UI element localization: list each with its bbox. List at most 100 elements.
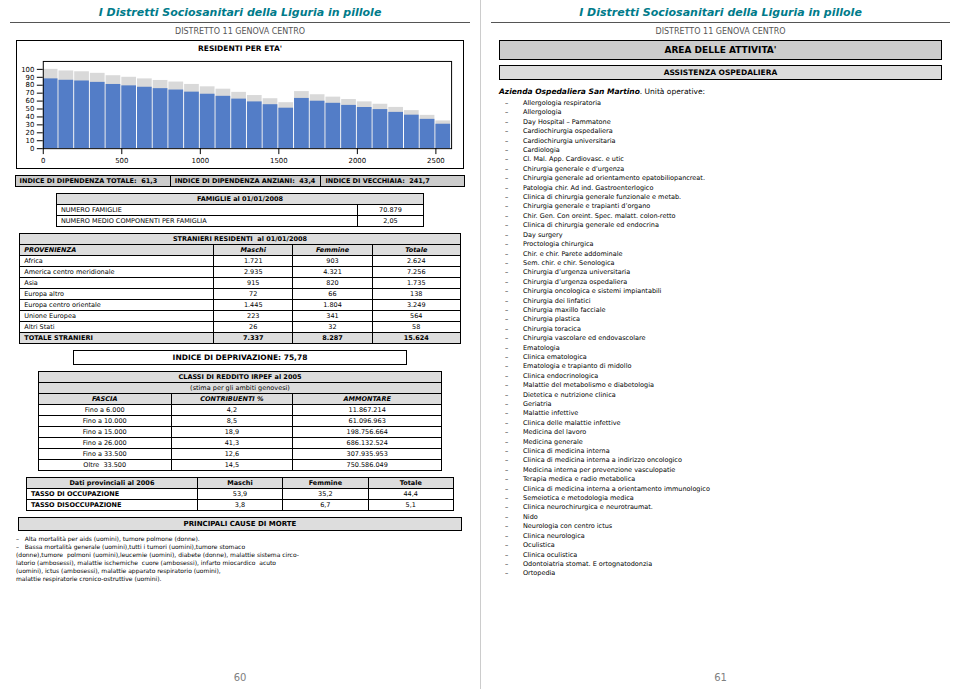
html-text:820: 820	[326, 279, 339, 287]
html-text:Clinica di medicina interna a: Clinica di medicina interna a orientamen…	[523, 484, 710, 493]
svg-text:90: 90	[26, 74, 35, 82]
html-text:Ortopedia: Ortopedia	[523, 569, 556, 578]
html-text:Clinica neurochirurgica e neur: Clinica neurochirurgica e neurotraumat.	[523, 503, 653, 512]
html-text:Totale: Totale	[405, 246, 428, 254]
html-text:1.735: 1.735	[406, 279, 426, 287]
html-text:NUMERO MEDIO COMPONENTI PER FA: NUMERO MEDIO COMPONENTI PER FAMIGLIA	[61, 217, 207, 225]
html-text:FAMIGLIE al 01/01/2008: FAMIGLIE al 01/01/2008	[197, 195, 283, 203]
svg-text:80: 80	[26, 81, 35, 89]
svg-text:1500: 1500	[270, 157, 288, 165]
html-text:Ematologia e trapianto di mido: Ematologia e trapianto di midollo	[523, 362, 632, 371]
html-text:Proctologia chirurgica: Proctologia chirurgica	[523, 240, 594, 249]
html-text:Cardiochirurgia ospedaliera: Cardiochirurgia ospedaliera	[523, 127, 613, 136]
html-text:STRANIERI RESIDENTI al 01/01/2: STRANIERI RESIDENTI al 01/01/2008	[172, 235, 308, 243]
html-text:Chirurgia vascolare ed endovas: Chirurgia vascolare ed endovascolare	[523, 334, 646, 343]
html-text:Chirurgia oncologica e sistemi: Chirurgia oncologica e sistemi impiantab…	[523, 287, 662, 296]
html-text:RESIDENTI PER ETA': RESIDENTI PER ETA'	[198, 44, 282, 53]
html-text:Clinica oculistica: Clinica oculistica	[523, 550, 578, 559]
html-text:DISTRETTO 11 GENOVA CENTRO: DISTRETTO 11 GENOVA CENTRO	[655, 27, 786, 36]
html-text:1.721: 1.721	[243, 257, 263, 265]
html-text:2.624: 2.624	[406, 257, 426, 265]
html-text:Chirurgia generale e d’urgenza: Chirurgia generale e d’urgenza	[523, 164, 625, 173]
html-text:I Distretti Sociosanitari dell: I Distretti Sociosanitari della Liguria …	[579, 6, 862, 19]
html-text:Chir. Gen. Con oreint. Spec. m: Chir. Gen. Con oreint. Spec. malatt. col…	[523, 211, 676, 220]
html-text:Medicina generale: Medicina generale	[523, 437, 583, 446]
html-text:Semeiotica e metodologia medic: Semeiotica e metodologia medica	[523, 494, 634, 503]
html-text:Terapia medica e radio metabol: Terapia medica e radio metabolica	[523, 475, 636, 484]
html-text:7.256: 7.256	[406, 268, 426, 276]
html-text:60: 60	[233, 672, 247, 683]
html-text:INDICE DI VECCHIAIA: 241,7: INDICE DI VECCHIAIA: 241,7	[325, 177, 430, 185]
html-text:America centro meridionale: America centro meridionale	[24, 268, 115, 276]
html-text:Clinica endocrinologica: Clinica endocrinologica	[523, 371, 599, 380]
html-text:Nido: Nido	[523, 512, 538, 521]
html-text:Africa: Africa	[24, 257, 43, 265]
html-text:INDICE DI DEPRIVAZIONE: 75,78: INDICE DI DEPRIVAZIONE: 75,78	[172, 353, 308, 362]
html-text:4.321: 4.321	[323, 268, 342, 276]
html-text:PROVENIENZA: PROVENIENZA	[24, 246, 77, 254]
html-text:915: 915	[247, 279, 260, 287]
html-text:Dietetica e nutrizione clinica: Dietetica e nutrizione clinica	[523, 390, 616, 399]
html-text:Day Hospital – Pammatone: Day Hospital – Pammatone	[523, 117, 611, 126]
html-text:2,05: 2,05	[383, 217, 398, 225]
html-text:INDICE DI DIPENDENZA TOTALE: 6: INDICE DI DIPENDENZA TOTALE: 61,3	[19, 177, 158, 185]
html-text:Ematologia: Ematologia	[523, 343, 560, 352]
html-text:Europa altro: Europa altro	[24, 290, 64, 298]
html-text:Chirurgia generale e trapianti: Chirurgia generale e trapianti d’organo	[523, 202, 651, 211]
html-text:DISTRETTO 11 GENOVA CENTRO: DISTRETTO 11 GENOVA CENTRO	[175, 27, 305, 36]
html-text:Odontoiatria stomat. E ortogna: Odontoiatria stomat. E ortognatodonzia	[523, 559, 653, 568]
html-text:Cl. Mal. App. Cardiovasc. e ut: Cl. Mal. App. Cardiovasc. e utic	[523, 155, 624, 164]
html-text:Clinica delle malattie infetti: Clinica delle malattie infettive	[523, 418, 621, 427]
html-text:Chirurgia maxillo facciale: Chirurgia maxillo facciale	[523, 305, 606, 314]
html-text:Clinica di medicina interna a: Clinica di medicina interna a indirizzo …	[523, 456, 682, 465]
html-text:Neurologia con centro ictus: Neurologia con centro ictus	[523, 522, 613, 531]
html-text:Medicina interna per prevenzio: Medicina interna per prevenzione vasculo…	[523, 465, 676, 474]
html-text:Chirurgia d’urgenza ospedalier: Chirurgia d’urgenza ospedaliera	[523, 277, 628, 286]
html-text:ASSISTENZA OSPEDALIERA: ASSISTENZA OSPEDALIERA	[663, 68, 778, 77]
html-text:Clinica neurologica: Clinica neurologica	[523, 531, 585, 540]
html-text:903: 903	[326, 257, 339, 265]
html-text:Chirurgia plastica: Chirurgia plastica	[523, 315, 580, 324]
html-text:AREA DELLE ATTIVITA': AREA DELLE ATTIVITA'	[664, 45, 777, 55]
html-text:Chir. e chir. Parete addominal: Chir. e chir. Parete addominale	[523, 249, 623, 258]
html-text:Femmine: Femmine	[315, 246, 350, 254]
html-text:NUMERO FAMIGLIE: NUMERO FAMIGLIE	[61, 206, 122, 214]
svg-text:10: 10	[26, 137, 35, 145]
html-text:Malattie infettive: Malattie infettive	[523, 409, 579, 418]
svg-text:1000: 1000	[192, 157, 210, 165]
html-text:70.879: 70.879	[379, 206, 402, 214]
html-text:2.935: 2.935	[243, 268, 263, 276]
svg-text:60: 60	[26, 97, 35, 105]
html-text:Sem. chir. e chir. Senologica: Sem. chir. e chir. Senologica	[523, 258, 615, 267]
html-text:Allergologia: Allergologia	[523, 108, 562, 117]
html-text:I Distretti Sociosanitari dell: I Distretti Sociosanitari della Liguria …	[98, 6, 382, 19]
html-text:Chirurgia dei linfatici: Chirurgia dei linfatici	[523, 296, 591, 305]
html-text:Chirurgia toracica: Chirurgia toracica	[523, 324, 581, 333]
svg-text:40: 40	[26, 113, 35, 121]
svg-text:0: 0	[30, 145, 34, 153]
html-text:Clinica di chirurgia generale: Clinica di chirurgia generale ed endocri…	[523, 221, 659, 230]
html-text:61: 61	[714, 672, 727, 683]
svg-text:70: 70	[26, 89, 35, 97]
html-text:Chirurgia generale ad orientam: Chirurgia generale ad orientamento epato…	[523, 174, 705, 183]
svg-text:100: 100	[21, 66, 34, 74]
html-text:Day surgery: Day surgery	[523, 230, 563, 239]
html-text:Cardiochirurgia universitaria: Cardiochirurgia universitaria	[523, 136, 616, 145]
svg-text:2500: 2500	[427, 157, 445, 165]
svg-text:50: 50	[26, 105, 35, 113]
svg-text:0: 0	[41, 157, 45, 165]
html-text:Chirurgia d’urgenza universita: Chirurgia d’urgenza universitaria	[523, 268, 631, 277]
svg-text:500: 500	[115, 157, 128, 165]
svg-text:20: 20	[26, 129, 35, 137]
html-text:Azienda Ospedaliera San Martin: Azienda Ospedaliera San Martino. Unità o…	[499, 87, 706, 96]
html-text:Asia: Asia	[24, 279, 38, 287]
svg-text:30: 30	[26, 121, 35, 129]
html-text:Medicina del lavoro: Medicina del lavoro	[523, 428, 587, 437]
svg-text:2000: 2000	[349, 157, 367, 165]
html-text:Maschi: Maschi	[240, 246, 266, 254]
html-text:Clinica di chirurgia generale: Clinica di chirurgia generale funzionale…	[523, 193, 682, 202]
html-text:INDICE DI DIPENDENZA ANZIANI:: INDICE DI DIPENDENZA ANZIANI: 43,4	[174, 177, 316, 185]
html-text:Oculistica: Oculistica	[523, 541, 555, 550]
html-text:Patologia chir. Ad ind. Gastro: Patologia chir. Ad ind. Gastroenterlogic…	[523, 183, 654, 192]
html-text:Malattie del metabolismo e dia: Malattie del metabolismo e diabetologia	[523, 381, 654, 390]
